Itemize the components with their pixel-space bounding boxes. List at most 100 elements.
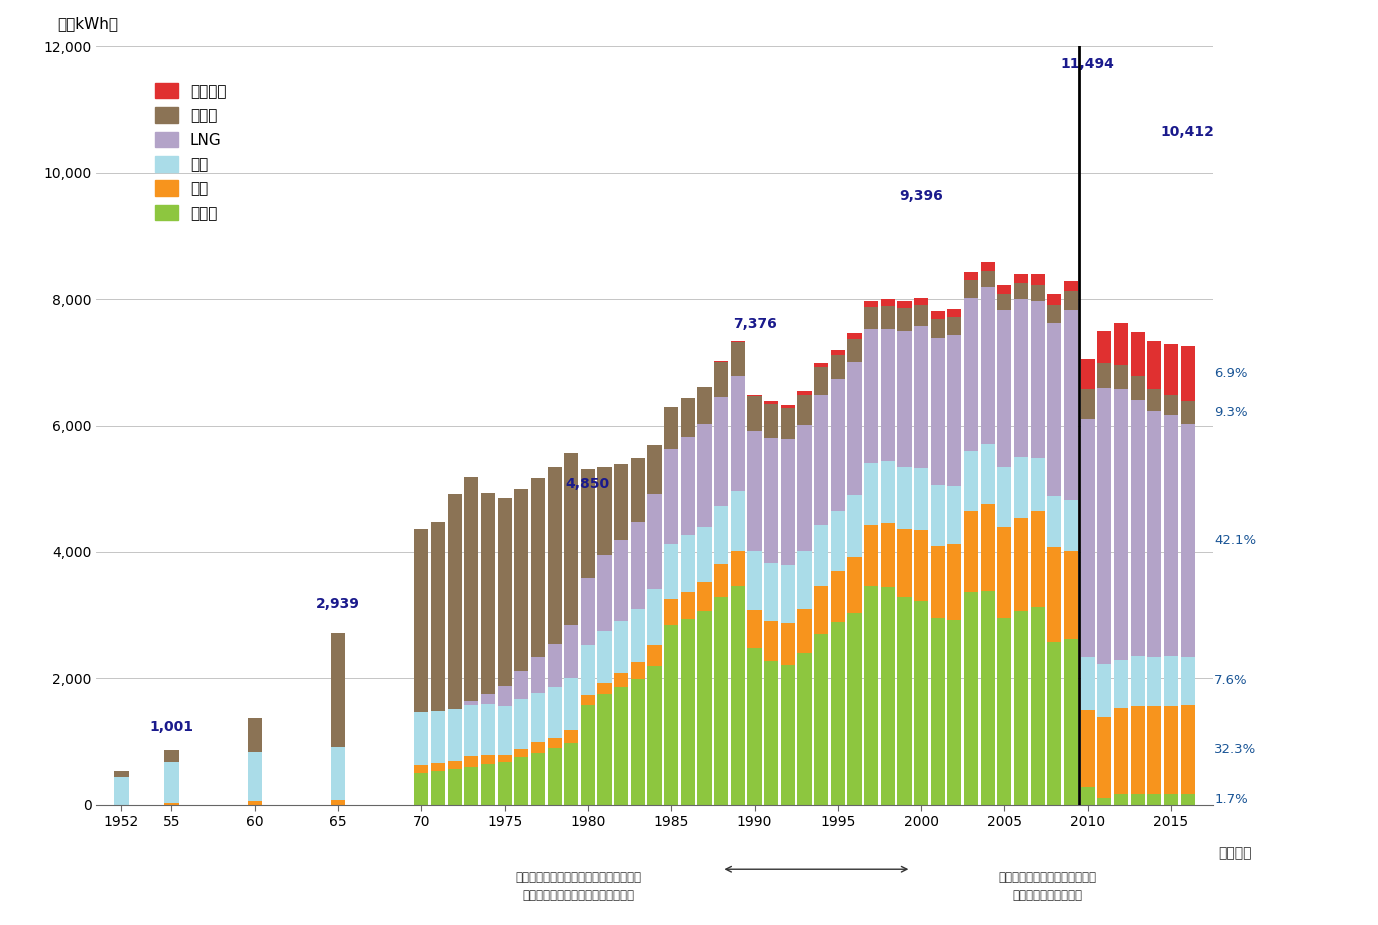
Bar	[415, 765, 429, 773]
Bar	[514, 672, 528, 699]
Bar	[615, 622, 628, 673]
Bar	[1148, 411, 1162, 657]
Bar	[781, 564, 795, 623]
Bar	[1097, 364, 1112, 388]
Bar	[681, 619, 695, 805]
Bar	[998, 285, 1011, 294]
Bar	[814, 525, 828, 586]
Bar	[1064, 639, 1078, 805]
Bar	[1148, 389, 1162, 411]
Bar	[798, 425, 812, 550]
Bar	[582, 646, 595, 695]
Bar	[531, 657, 546, 693]
Bar	[697, 610, 711, 805]
Bar	[1047, 294, 1061, 304]
Bar	[531, 753, 546, 805]
Bar	[998, 527, 1011, 618]
Bar	[531, 742, 546, 753]
Bar	[1047, 548, 1061, 642]
Bar	[531, 478, 546, 657]
Bar	[897, 308, 911, 331]
Bar	[1164, 415, 1178, 657]
Bar	[464, 767, 478, 805]
Bar	[415, 773, 429, 805]
Text: 42.1%: 42.1%	[1214, 534, 1257, 547]
Bar	[164, 750, 179, 762]
Bar	[514, 489, 528, 672]
Bar	[564, 453, 579, 624]
Bar	[464, 705, 478, 756]
Bar	[947, 335, 962, 486]
Bar	[1014, 283, 1028, 299]
Bar	[631, 522, 645, 610]
Bar	[831, 571, 845, 623]
Bar	[763, 438, 779, 562]
Bar	[714, 397, 728, 506]
Text: 32.3%: 32.3%	[1214, 743, 1257, 756]
Bar	[481, 704, 495, 755]
Bar	[831, 350, 845, 354]
Bar	[431, 771, 445, 805]
Bar	[981, 287, 995, 444]
Bar	[831, 354, 845, 379]
Bar	[448, 770, 462, 805]
Bar	[881, 461, 894, 523]
Bar	[615, 540, 628, 622]
Bar	[930, 618, 945, 805]
Bar	[1080, 786, 1094, 805]
Text: 10,412: 10,412	[1160, 125, 1214, 139]
Bar	[514, 749, 528, 758]
Bar	[914, 298, 929, 304]
Bar	[914, 304, 929, 326]
Bar	[564, 678, 579, 730]
Bar	[881, 299, 894, 306]
Bar	[1097, 388, 1112, 664]
Bar	[965, 592, 978, 805]
Bar	[464, 756, 478, 767]
Bar	[763, 661, 779, 805]
Text: （億kWh）: （億kWh）	[58, 16, 119, 31]
Bar	[998, 294, 1011, 311]
Bar	[847, 339, 861, 363]
Bar	[814, 367, 828, 395]
Bar	[615, 686, 628, 805]
Bar	[681, 536, 695, 592]
Bar	[781, 408, 795, 438]
Bar	[965, 511, 978, 592]
Bar	[547, 644, 562, 686]
Bar	[781, 665, 795, 805]
Bar	[763, 622, 779, 661]
Text: 2,939: 2,939	[316, 598, 360, 611]
Bar	[814, 586, 828, 635]
Bar	[798, 395, 812, 425]
Bar	[1014, 457, 1028, 518]
Bar	[1014, 611, 1028, 805]
Bar	[831, 379, 845, 512]
Bar	[730, 376, 745, 491]
Bar	[664, 599, 678, 624]
Bar	[1064, 310, 1078, 500]
Bar	[582, 578, 595, 646]
Bar	[648, 666, 661, 805]
Bar	[1031, 511, 1045, 607]
Bar	[481, 764, 495, 805]
Bar	[897, 529, 911, 598]
Bar	[930, 319, 945, 338]
Bar	[481, 492, 495, 694]
Bar	[681, 437, 695, 536]
Bar	[648, 494, 661, 588]
Bar	[897, 301, 911, 308]
Bar	[831, 512, 845, 571]
Bar	[914, 601, 929, 805]
Bar	[547, 738, 562, 747]
Bar	[1097, 798, 1112, 805]
Bar	[930, 338, 945, 485]
Bar	[1047, 496, 1061, 548]
Bar	[947, 544, 962, 620]
Bar	[564, 624, 579, 678]
Bar	[897, 598, 911, 805]
Bar	[1097, 718, 1112, 798]
Bar	[464, 701, 478, 705]
Bar	[631, 679, 645, 805]
Bar	[798, 609, 812, 653]
